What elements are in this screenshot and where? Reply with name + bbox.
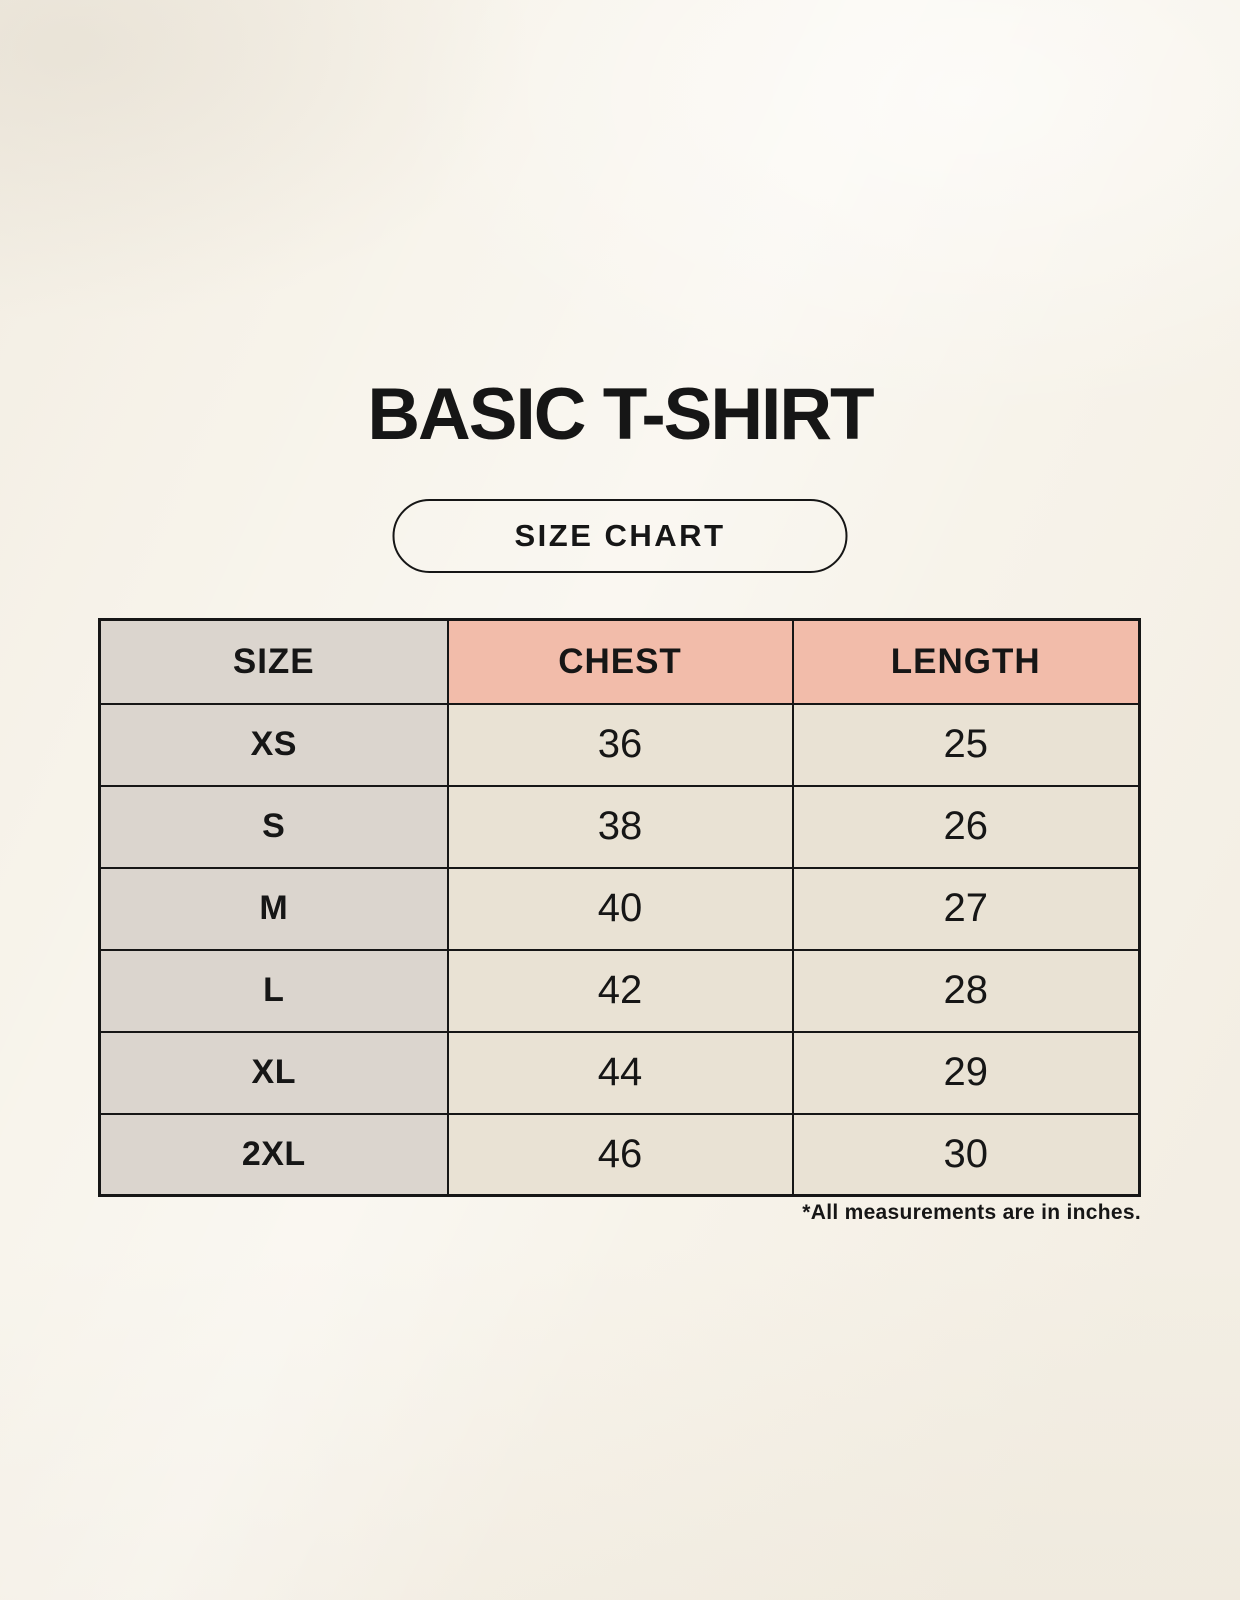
table-row: S 38 26 <box>98 784 1141 869</box>
row-chest-cell: 44 <box>446 1030 794 1115</box>
table-row: XS 36 25 <box>98 702 1141 787</box>
row-chest-cell: 46 <box>446 1112 794 1197</box>
table-row: 2XL 46 30 <box>98 1112 1141 1197</box>
table-header-row: SIZE CHEST LENGTH <box>98 618 1141 705</box>
size-table-body: XS 36 25 S 38 26 M 40 27 L 42 28 XL 44 29 2XL 46 30 <box>98 702 1141 1197</box>
row-size-cell: M <box>98 866 449 951</box>
table-row: L 42 28 <box>98 948 1141 1033</box>
row-size-cell: XL <box>98 1030 449 1115</box>
row-size-cell: 2XL <box>98 1112 449 1197</box>
size-chart-button[interactable]: SIZE CHART <box>392 499 848 573</box>
row-chest-cell: 42 <box>446 948 794 1033</box>
page-title: BASIC T-SHIRT <box>367 374 874 455</box>
row-chest-cell: 36 <box>446 702 794 787</box>
table-row: M 40 27 <box>98 866 1141 951</box>
row-chest-cell: 38 <box>446 784 794 869</box>
row-length-cell: 28 <box>791 948 1141 1033</box>
row-size-cell: XS <box>98 702 449 787</box>
row-chest-cell: 40 <box>446 866 794 951</box>
measurements-footnote: *All measurements are in inches. <box>802 1201 1141 1224</box>
table-row: XL 44 29 <box>98 1030 1141 1115</box>
row-length-cell: 27 <box>791 866 1141 951</box>
column-header-chest: CHEST <box>446 618 794 705</box>
column-header-size: SIZE <box>98 618 449 705</box>
column-header-length: LENGTH <box>791 618 1141 705</box>
row-length-cell: 25 <box>791 702 1141 787</box>
row-size-cell: S <box>98 784 449 869</box>
row-length-cell: 29 <box>791 1030 1141 1115</box>
row-size-cell: L <box>98 948 449 1033</box>
size-chart-button-label: SIZE CHART <box>514 518 726 553</box>
row-length-cell: 30 <box>791 1112 1141 1197</box>
row-length-cell: 26 <box>791 784 1141 869</box>
size-chart-table: SIZE CHEST LENGTH XS 36 25 S 38 26 M 40 27 L 42 28 X… <box>98 618 1141 1197</box>
